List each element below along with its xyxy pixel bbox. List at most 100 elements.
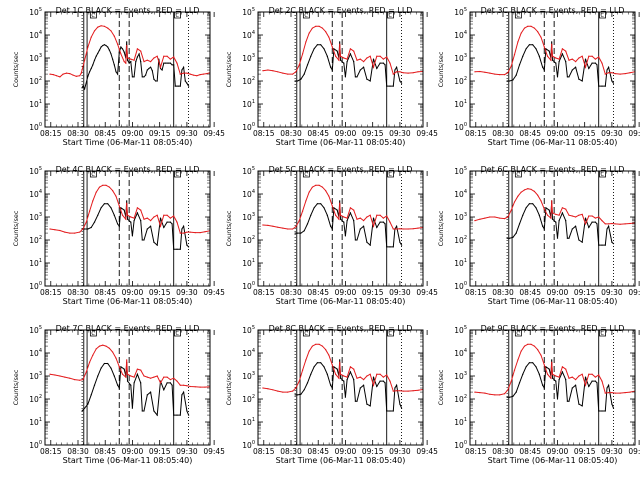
- data-point: [575, 66, 577, 68]
- data-point: [181, 228, 183, 230]
- data-point: [183, 72, 185, 74]
- data-point: [507, 389, 509, 391]
- data-point: [305, 200, 307, 202]
- data-point: [608, 223, 610, 225]
- data-point: [392, 390, 394, 392]
- x-tick-label: 09:00: [547, 288, 569, 297]
- x-tick-label: 08:15: [40, 129, 62, 138]
- data-point: [298, 64, 300, 66]
- data-point: [386, 85, 388, 87]
- data-point: [136, 212, 138, 214]
- y-tick-label: 103: [29, 53, 42, 63]
- data-point: [556, 76, 559, 78]
- data-point: [561, 366, 564, 368]
- data-point: [174, 85, 176, 87]
- chart-panel-6: C C 100 101 102 103 104 105 08:15 08:30 08:45 09:00…: [437, 165, 640, 306]
- data-point: [339, 361, 341, 363]
- data-point: [159, 217, 162, 219]
- data-point: [542, 66, 544, 68]
- x-tick-label: 09:15: [149, 288, 171, 297]
- data-point: [183, 391, 185, 393]
- data-point: [140, 220, 142, 222]
- data-point: [331, 364, 333, 366]
- data-point: [612, 82, 615, 84]
- data-point: [339, 202, 341, 204]
- data-point: [118, 51, 120, 53]
- data-point: [356, 400, 358, 402]
- x-tick-label: 08:30: [280, 288, 302, 297]
- chart-title: Det 7C BLACK = Events, RED = LLD: [56, 324, 200, 333]
- data-point: [156, 414, 158, 416]
- data-point: [159, 225, 162, 227]
- data-point: [520, 191, 522, 193]
- data-point: [543, 208, 545, 210]
- flag-label: C: [176, 13, 180, 19]
- data-point: [87, 46, 89, 48]
- data-point: [528, 362, 531, 364]
- data-point: [558, 61, 560, 63]
- data-point: [166, 221, 168, 223]
- data-point: [494, 73, 496, 75]
- data-point: [325, 190, 327, 192]
- data-point: [581, 213, 583, 215]
- data-point: [333, 207, 335, 209]
- plot-frame: [469, 329, 636, 446]
- x-tick-label: 09:30: [389, 447, 411, 456]
- data-point: [376, 226, 378, 229]
- data-point: [604, 410, 606, 412]
- data-point: [379, 221, 381, 223]
- events-series: [506, 41, 615, 87]
- data-point: [606, 228, 608, 230]
- data-point: [148, 67, 150, 70]
- data-point: [313, 48, 315, 50]
- data-point: [575, 61, 577, 63]
- data-point: [571, 376, 573, 378]
- data-point: [591, 380, 593, 382]
- flag-marker: [302, 12, 310, 19]
- data-point: [565, 220, 567, 222]
- lld-series: [262, 184, 423, 230]
- data-point: [183, 384, 185, 386]
- data-point: [326, 55, 328, 57]
- data-point: [52, 74, 54, 76]
- data-point: [561, 207, 564, 209]
- y-tick-label: 102: [29, 394, 42, 404]
- data-point: [126, 44, 128, 47]
- data-point: [512, 395, 514, 397]
- data-point: [384, 64, 386, 66]
- chart-panel-1: C C 100 101 102 103 104 105 08:15 08:30 08:45 09:00…: [12, 6, 225, 147]
- data-point: [316, 203, 318, 205]
- data-point: [551, 218, 554, 220]
- data-point: [518, 382, 521, 384]
- data-point: [315, 184, 317, 186]
- data-point: [504, 393, 506, 395]
- y-tick-label: 102: [454, 235, 467, 245]
- y-axis-label: Counts/sec: [12, 210, 20, 246]
- data-point: [601, 380, 603, 382]
- data-point: [338, 59, 340, 61]
- data-point: [604, 244, 606, 246]
- data-point: [624, 73, 626, 75]
- data-point: [578, 403, 580, 405]
- data-point: [64, 376, 66, 378]
- data-point: [608, 66, 610, 68]
- data-point: [386, 215, 388, 217]
- data-point: [568, 377, 570, 379]
- data-point: [173, 64, 175, 66]
- data-point: [499, 394, 501, 396]
- data-point: [551, 41, 553, 43]
- data-point: [565, 379, 567, 381]
- chart-title: Det 1C BLACK = Events, RED = LLD: [56, 6, 200, 15]
- data-point: [102, 44, 104, 47]
- y-tick-label: 103: [29, 371, 42, 381]
- data-point: [369, 373, 371, 375]
- data-point: [108, 186, 110, 188]
- data-point: [614, 392, 616, 394]
- data-point: [417, 389, 419, 391]
- data-point: [272, 389, 274, 391]
- data-point: [178, 85, 180, 87]
- data-point: [527, 343, 529, 345]
- data-point: [506, 396, 508, 398]
- data-point: [517, 359, 519, 361]
- y-tick-label: 101: [242, 417, 255, 427]
